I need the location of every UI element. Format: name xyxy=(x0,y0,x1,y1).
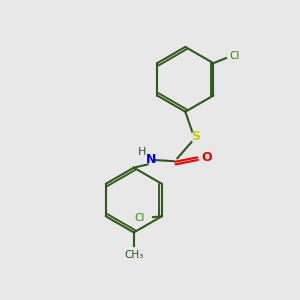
Text: O: O xyxy=(202,151,212,164)
Text: Cl: Cl xyxy=(230,51,240,61)
Text: H: H xyxy=(138,147,146,157)
Text: S: S xyxy=(191,130,200,143)
Text: CH₃: CH₃ xyxy=(124,250,143,260)
Text: Cl: Cl xyxy=(135,213,145,223)
Text: N: N xyxy=(146,153,156,166)
